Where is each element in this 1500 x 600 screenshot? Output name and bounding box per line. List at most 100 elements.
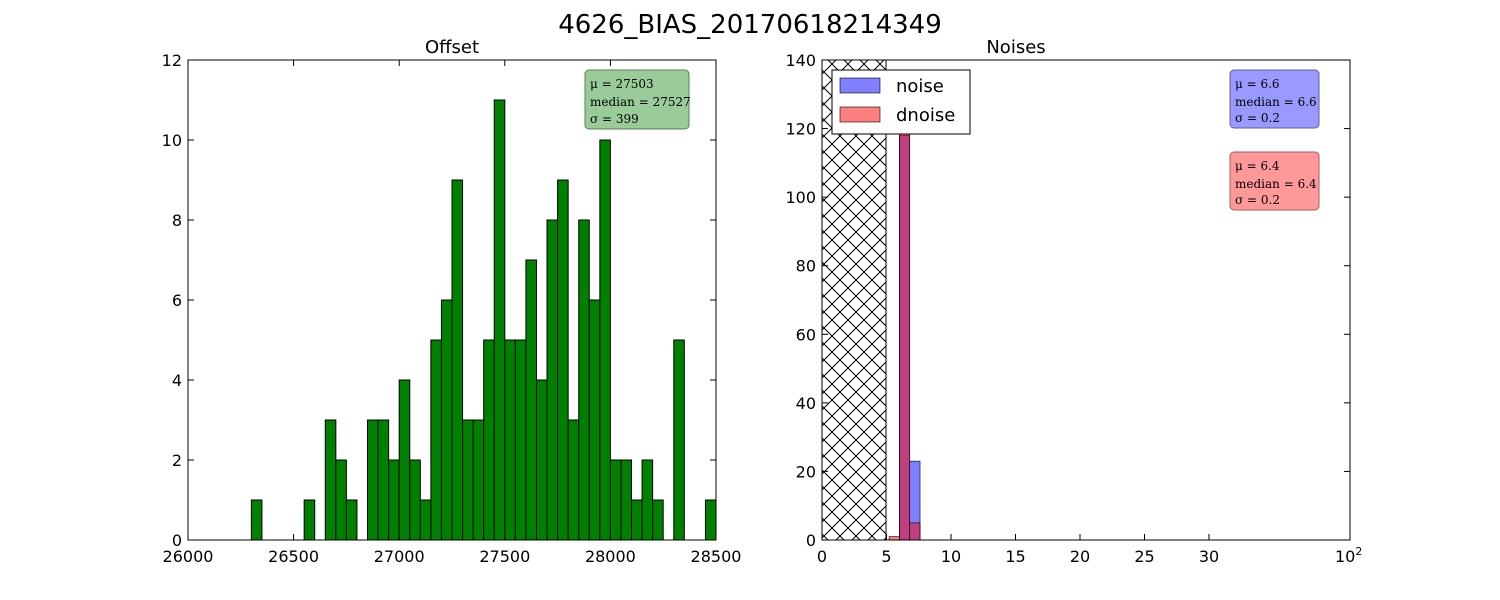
legend-swatch-dnoise xyxy=(839,106,881,123)
noises-axis-ticks: 0 5 10 15 20 25 30 0 20 40 60 80 100 120 140 xyxy=(785,51,1350,566)
offset-bar xyxy=(419,499,432,541)
offset-xtick-label: 28500 xyxy=(691,547,742,566)
noises-x-end-label: 102 xyxy=(1335,545,1362,566)
noises-ytick-label: 100 xyxy=(785,188,816,207)
offset-stats-background xyxy=(584,69,690,130)
offset-bar xyxy=(377,419,390,541)
offset-bar xyxy=(493,99,506,541)
offset-bar xyxy=(578,219,590,541)
offset-bar xyxy=(514,339,527,541)
noises-ytick-label: 80 xyxy=(796,257,816,276)
noise-stat-median: median = 6.6 xyxy=(1235,95,1317,109)
offset-bar xyxy=(588,299,601,541)
offset-bar xyxy=(335,459,347,541)
offset-xtick-label: 27500 xyxy=(479,547,530,566)
offset-bar xyxy=(673,339,685,541)
offset-bar xyxy=(345,499,358,541)
dnoise-stat-mean: μ = 6.4 xyxy=(1235,159,1280,173)
noises-ytick-label: 20 xyxy=(796,462,816,481)
noises-histogram: Noises 0 5 10 15 20 25 30 0 20 40 60 80 100 120 140 10… xyxy=(785,37,1362,566)
offset-bar xyxy=(367,419,379,541)
noise-stat-sigma: σ = 0.2 xyxy=(1235,111,1280,125)
dnoise-stat-median: median = 6.4 xyxy=(1235,177,1317,191)
offset-bar xyxy=(430,339,442,541)
legend-label-dnoise: dnoise xyxy=(896,105,955,126)
offset-axis-ticks: 26000 26500 27000 27500 28000 28500 0 2 4 6 8 10 12 xyxy=(162,51,742,566)
noises-title: Noises xyxy=(986,37,1045,58)
offset-bars xyxy=(250,99,717,541)
offset-ytick-label: 10 xyxy=(162,131,182,150)
offset-bar xyxy=(546,219,559,541)
noises-ytick-label: 0 xyxy=(806,531,816,550)
offset-bar xyxy=(567,419,580,541)
offset-stat-sigma: σ = 399 xyxy=(590,112,639,126)
dnoise-bar xyxy=(909,522,921,541)
noises-ytick-label: 120 xyxy=(785,120,816,139)
noises-legend: noise dnoise xyxy=(831,69,971,135)
offset-bar xyxy=(704,499,717,541)
offset-ytick-label: 4 xyxy=(172,371,182,390)
offset-ytick-label: 0 xyxy=(172,531,182,550)
noises-xtick-label: 20 xyxy=(1070,547,1090,566)
noises-bars xyxy=(888,80,921,541)
dnoise-bar xyxy=(899,80,911,541)
legend-label-noise: noise xyxy=(896,76,944,97)
noise-stat-mean: μ = 6.6 xyxy=(1235,77,1280,91)
offset-bar xyxy=(440,299,453,541)
offset-bar xyxy=(472,419,485,541)
dnoise-stat-sigma: σ = 0.2 xyxy=(1235,193,1280,207)
noises-xtick-label: 10 xyxy=(941,547,961,566)
noises-xtick-label: 30 xyxy=(1199,547,1219,566)
offset-bar xyxy=(388,459,400,541)
offset-histogram: Offset 26000 26500 27000 27500 28000 28500 0 2 4… xyxy=(162,37,742,566)
dnoise-stats-background xyxy=(1229,151,1320,211)
offset-xtick-label: 26000 xyxy=(163,547,214,566)
noise-stats-background xyxy=(1229,69,1320,129)
noises-ytick-label: 60 xyxy=(796,325,816,344)
offset-bar xyxy=(250,499,263,541)
offset-ytick-label: 2 xyxy=(172,451,182,470)
offset-xtick-label: 27000 xyxy=(374,547,425,566)
noises-hatched-region xyxy=(821,59,887,541)
noises-xtick-label: 0 xyxy=(817,547,827,566)
figure-suptitle: 4626_BIAS_20170618214349 xyxy=(558,10,942,40)
offset-stat-mean: μ = 27503 xyxy=(590,77,654,91)
dnoise-stats-box: μ = 6.4 median = 6.4 σ = 0.2 xyxy=(1229,151,1320,211)
noises-xtick-label: 25 xyxy=(1134,547,1154,566)
offset-ytick-label: 6 xyxy=(172,291,182,310)
offset-bar xyxy=(535,379,548,541)
offset-stat-median: median = 27527 xyxy=(590,95,691,109)
offset-bar xyxy=(462,419,474,541)
offset-ytick-label: 12 xyxy=(162,51,182,70)
offset-bar xyxy=(504,339,516,541)
offset-bar xyxy=(631,499,643,541)
offset-bar xyxy=(525,259,537,541)
offset-ytick-label: 8 xyxy=(172,211,182,230)
legend-swatch-noise xyxy=(839,77,881,94)
noises-plot-frame xyxy=(821,59,1351,541)
noises-ytick-label: 40 xyxy=(796,394,816,413)
offset-bar xyxy=(652,499,664,541)
noises-ytick-label: 140 xyxy=(785,51,816,70)
offset-bar xyxy=(451,179,464,541)
noises-xtick-label: 5 xyxy=(881,547,891,566)
offset-bar xyxy=(641,459,654,541)
dnoise-bar xyxy=(888,536,900,541)
offset-plot-frame xyxy=(187,59,717,541)
noise-stats-box: μ = 6.6 median = 6.6 σ = 0.2 xyxy=(1229,69,1320,129)
offset-xtick-label: 26500 xyxy=(268,547,319,566)
offset-bar xyxy=(620,459,633,541)
noises-xtick-label: 15 xyxy=(1005,547,1025,566)
offset-bar xyxy=(409,459,421,541)
offset-xtick-label: 28000 xyxy=(585,547,636,566)
offset-bar xyxy=(303,499,316,541)
offset-bar xyxy=(557,179,569,541)
offset-bar xyxy=(324,419,337,541)
offset-title: Offset xyxy=(425,37,479,58)
offset-stats-box: μ = 27503 median = 27527 σ = 399 xyxy=(584,69,691,130)
offset-bar xyxy=(483,339,495,541)
offset-bar xyxy=(609,459,622,541)
offset-bar xyxy=(599,139,611,541)
offset-bar xyxy=(398,379,411,541)
